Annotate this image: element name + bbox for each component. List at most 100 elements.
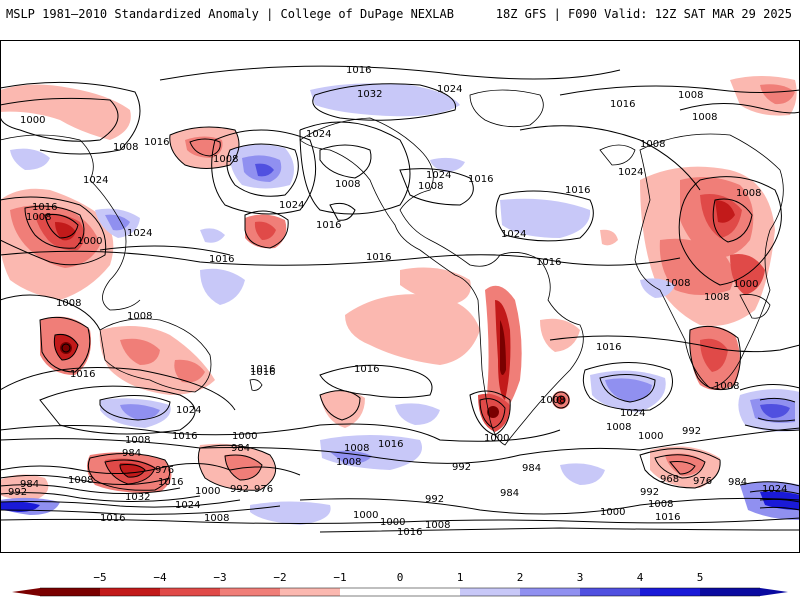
colorbar-tick-label: 0 (396, 571, 404, 584)
isobar-label: 1016 (536, 257, 561, 268)
isobar-label: 1024 (83, 175, 108, 186)
isobar-label: 992 (425, 494, 444, 505)
isobar-label: 1016 (655, 512, 680, 523)
isobar-label: 1024 (501, 229, 526, 240)
isobar-label: 1008 (692, 112, 717, 123)
isobar-label: 1000 (484, 433, 509, 444)
isobar-label: 976 (155, 465, 174, 476)
header-bar: MSLP 1981–2010 Standardized Anomaly | Co… (0, 0, 800, 30)
colorbar-tick-label: 3 (576, 571, 584, 584)
colorbar-segment (220, 588, 281, 596)
colorbar-left-arrow (12, 588, 40, 596)
colorbar-segment (100, 588, 161, 596)
colorbar-tick-label: 1 (456, 571, 464, 584)
isobar-label: 1008 (648, 499, 673, 510)
isobar-label: 1016 (100, 513, 125, 524)
isobar-labels: 1016 1032 1024 1016 1008 1000 1008 1016 … (8, 65, 787, 538)
isobar-label: 1016 (468, 174, 493, 185)
isobar-label: 1016 (158, 477, 183, 488)
colorbar-segment (640, 588, 701, 596)
isobar-label: 1016 (565, 185, 590, 196)
isobar-label: 1016 (397, 527, 422, 538)
isobar-label: 1024 (127, 228, 152, 239)
isobar-label: 1016 (144, 137, 169, 148)
colorbar-segment (280, 588, 341, 596)
isobar-label: 984 (522, 463, 541, 474)
isobar-label: 1008 (665, 278, 690, 289)
isobar-label: 1008 (540, 395, 565, 406)
map-canvas: 1016 1032 1024 1016 1008 1000 1008 1016 … (0, 40, 800, 553)
isobar-label: 1016 (250, 367, 275, 378)
isobar-label: 1024 (618, 167, 643, 178)
isobar-label: 992 (452, 462, 471, 473)
isobar-label: 1008 (336, 457, 361, 468)
isobar-label: 992 (640, 487, 659, 498)
run-info: 18Z GFS | F090 Valid: 12Z SAT MAR 29 202… (495, 7, 792, 21)
isobar-label: 1032 (125, 492, 150, 503)
coastlines (0, 89, 784, 446)
isobar-label: 1024 (175, 500, 200, 511)
isobar-label: 984 (500, 488, 519, 499)
isobar-label: 1000 (600, 507, 625, 518)
colorbar-right-arrow (760, 588, 788, 596)
map-title: MSLP 1981–2010 Standardized Anomaly | Co… (6, 7, 454, 21)
isobar-label: 1024 (279, 200, 304, 211)
isobar-label: 976 (693, 476, 712, 487)
isobar-label: 1008 (204, 513, 229, 524)
isobar-label: 968 (660, 474, 679, 485)
isobar-label: 1008 (606, 422, 631, 433)
isobar-label: 1024 (426, 170, 451, 181)
isobar-label: 1008 (418, 181, 443, 192)
isobar-label: 1016 (316, 220, 341, 231)
isobar-label: 992 (682, 426, 701, 437)
isobar-label: 1000 (77, 236, 102, 247)
isobar-label: 984 (122, 448, 141, 459)
isobar-label: 1016 (610, 99, 635, 110)
isobar-label: 1016 (378, 439, 403, 450)
colorbar-tick-label: 5 (696, 571, 704, 584)
isobar-label: 1016 (354, 364, 379, 375)
isobar-label: 1008 (704, 292, 729, 303)
isobar-label: 1008 (127, 311, 152, 322)
colorbar-tick-label: −1 (333, 571, 347, 584)
colorbar-tick-label: 4 (636, 571, 644, 584)
isobar-label: 1016 (366, 252, 391, 263)
colorbar-segment (40, 588, 101, 596)
isobar-label: 1000 (195, 486, 220, 497)
colorbar-tick-label: −5 (93, 571, 107, 584)
isobar-label: 1008 (125, 435, 150, 446)
isobar-label: 1016 (70, 369, 95, 380)
isobar-label: 1024 (437, 84, 462, 95)
isobar-label: 1016 (250, 364, 275, 375)
colorbar-segment (580, 588, 641, 596)
isobar-label: 1008 (335, 179, 360, 190)
isobar-label: 984 (728, 477, 747, 488)
isobar-label: 1008 (344, 443, 369, 454)
isobar-label: 1000 (733, 279, 758, 290)
world-map: 1016 1032 1024 1016 1008 1000 1008 1016 … (0, 40, 800, 553)
isobar-label: 1008 (68, 475, 93, 486)
colorbar-segment (340, 588, 401, 596)
isobar-label: 984 (20, 479, 39, 490)
colorbar (0, 568, 800, 600)
isobar-label: 1016 (32, 202, 57, 213)
isobar-label: 1024 (176, 405, 201, 416)
isobar-label: 1008 (714, 381, 739, 392)
isobar-label: 992 (230, 484, 249, 495)
isobar-label: 1000 (353, 510, 378, 521)
isobar-label: 1000 (638, 431, 663, 442)
isobar-label: 984 (231, 443, 250, 454)
isobar-label: 1008 (736, 188, 761, 199)
isobar-label: 976 (254, 484, 273, 495)
colorbar-segment (460, 588, 521, 596)
colorbar-segment (400, 588, 461, 596)
isobar-label: 992 (8, 487, 27, 498)
colorbar-tick-label: −4 (153, 571, 167, 584)
isobar-label: 1008 (113, 142, 138, 153)
isobar-label: 1024 (306, 129, 331, 140)
isobar-label: 1016 (209, 254, 234, 265)
colorbar-svg (12, 587, 788, 597)
isobar-label: 1016 (596, 342, 621, 353)
colorbar-tick-label: −2 (273, 571, 287, 584)
isobar-label: 1008 (213, 154, 238, 165)
